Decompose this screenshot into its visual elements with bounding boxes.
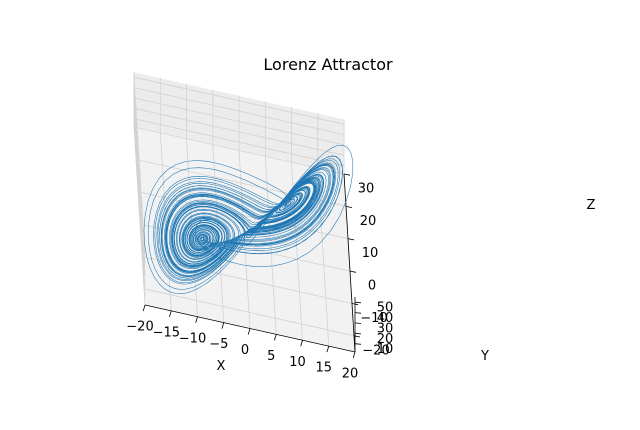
x-tick-mark [352, 351, 356, 359]
z-tick-mark [354, 312, 362, 314]
x-tick-label: −10 [179, 331, 206, 346]
series-lorenz-trajectory [143, 144, 354, 294]
x-tick-label: 0 [241, 343, 249, 358]
x-tick-mark [247, 328, 251, 335]
y-tick-label: 20 [360, 214, 377, 229]
y-tick-label: 10 [362, 246, 379, 261]
x-tick-mark [300, 340, 303, 347]
grid-line-z [133, 108, 146, 287]
y-tick-mark [351, 303, 359, 306]
grid-line-z [133, 77, 146, 256]
y-tick-mark [343, 173, 351, 176]
x-tick-label: 10 [289, 355, 306, 370]
grid-line-y [133, 126, 345, 175]
x-tick-mark [169, 310, 172, 318]
grid-line-z [133, 87, 146, 266]
y-tick-mark [345, 206, 353, 208]
grid-line-z [133, 87, 345, 135]
z-axis-label: Z [587, 198, 596, 213]
y-tick-label: 0 [368, 279, 376, 294]
y-axis-label: Y [480, 349, 489, 364]
z-tick-mark [354, 332, 362, 335]
x-tick-label: 15 [316, 361, 333, 376]
z-tick-mark [354, 343, 362, 345]
y-tick-label: −10 [360, 311, 387, 326]
z-tick-label: 40 [377, 311, 394, 326]
x-tick-label: −20 [126, 320, 153, 335]
z-tick-mark [354, 301, 362, 304]
y-tick-label: 30 [358, 182, 375, 197]
grid-line-z [133, 107, 345, 156]
grid-line-z [133, 97, 146, 276]
y-axis-line [343, 173, 356, 353]
x-tick-mark [221, 322, 225, 329]
y-tick-mark [349, 270, 357, 273]
z-tick-label: 10 [377, 342, 394, 357]
grid-line-x [159, 132, 172, 311]
grid-line-z [133, 118, 146, 297]
x-tick-label: −15 [153, 325, 180, 340]
x-tick-mark [142, 304, 146, 312]
z-tick-mark [354, 322, 362, 324]
grid-line-z [133, 97, 345, 146]
x-tick-mark [326, 345, 330, 353]
x-tick-label: 20 [342, 367, 359, 382]
x-axis-ticks: −20−15−10 −5 0 5 10 15 20 [126, 304, 359, 382]
grid-line-y [143, 288, 355, 337]
z-tick-label: 20 [377, 332, 394, 347]
x-tick-mark [274, 334, 277, 341]
x-tick-label: 5 [267, 349, 275, 364]
x-axis-label: X [217, 359, 226, 374]
grid-line-z [133, 76, 345, 125]
x-tick-label: −5 [209, 337, 228, 352]
y-tick-label: −20 [362, 343, 389, 358]
grid-line-y [141, 256, 353, 304]
y-tick-mark [353, 335, 361, 338]
grid-line-z [133, 118, 345, 167]
y-tick-mark [347, 238, 355, 241]
x-tick-mark [195, 316, 198, 323]
z-tick-label: 30 [377, 321, 394, 336]
chart-title: Lorenz Attractor [263, 55, 393, 74]
y-axis-ticks: −20 −10 0 10 20 30 [343, 173, 390, 358]
z-tick-label: 50 [377, 301, 394, 316]
